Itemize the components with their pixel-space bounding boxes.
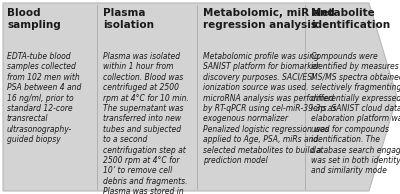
Text: Plasma
isolation: Plasma isolation	[103, 8, 154, 30]
Text: EDTA-tube blood
samples collected
from 102 men with
PSA between 4 and
16 ng/ml, : EDTA-tube blood samples collected from 1…	[7, 52, 81, 144]
Text: Compounds were
identified by measures of
MS/MS spectra obtained by
selectively f: Compounds were identified by measures of…	[311, 52, 400, 175]
Polygon shape	[3, 3, 397, 191]
Text: Metabolomic, miR and
regression analysis: Metabolomic, miR and regression analysis	[203, 8, 335, 30]
Text: Blood
sampling: Blood sampling	[7, 8, 61, 30]
Text: Plasma was isolated
within 1 hour from
collection. Blood was
centrifuged at 2500: Plasma was isolated within 1 hour from c…	[103, 52, 189, 194]
Text: Metabolomic profile was using
SANIST platform for biomarker
discovery purposes. : Metabolomic profile was using SANIST pla…	[203, 52, 336, 165]
Text: Metabolite
identification: Metabolite identification	[311, 8, 390, 30]
